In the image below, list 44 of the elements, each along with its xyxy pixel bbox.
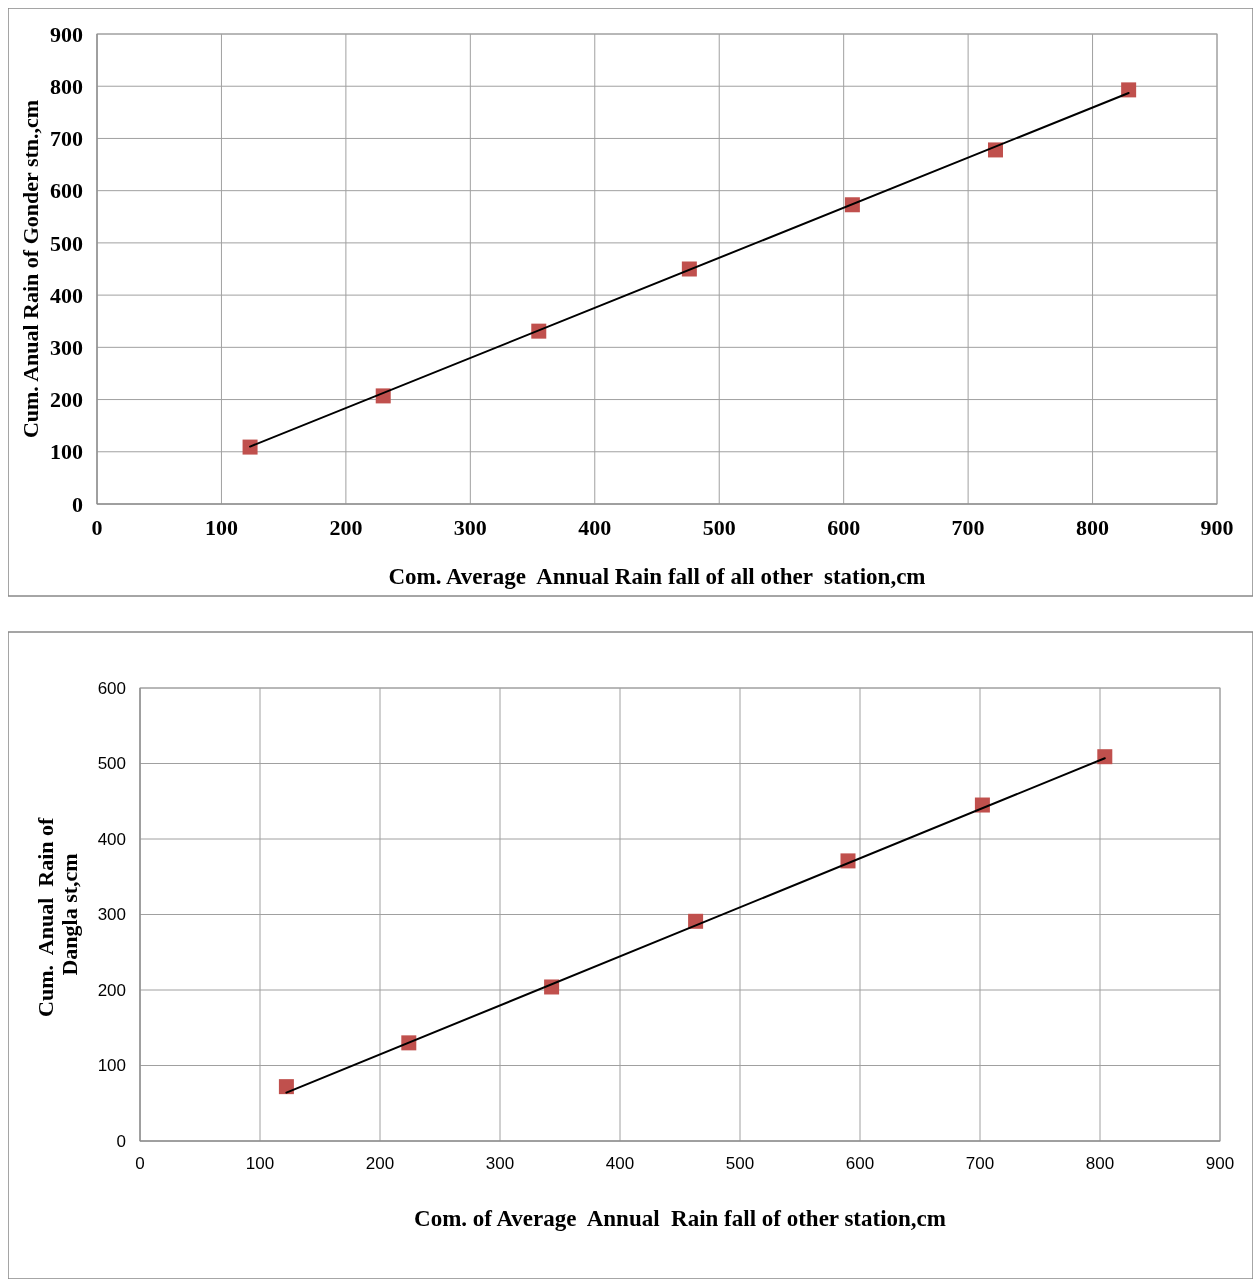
y-tick-label: 300 (50, 335, 83, 361)
y-axis-title: Cum. Anual Rain of Dangla st,cm (33, 812, 83, 1017)
x-tick-label: 100 (204, 515, 238, 541)
x-tick-label: 400 (578, 515, 612, 541)
y-tick-label: 0 (116, 1131, 126, 1151)
y-tick-label: 900 (50, 21, 83, 47)
y-tick-label: 400 (50, 282, 83, 308)
y-tick-label: 300 (97, 905, 126, 925)
y-tick-label: 200 (97, 980, 126, 1000)
y-tick-label: 200 (50, 387, 83, 413)
y-tick-label: 0 (72, 491, 83, 517)
x-tick-label: 800 (1076, 515, 1110, 541)
x-tick-label: 200 (365, 1153, 395, 1173)
y-tick-label: 700 (50, 126, 83, 152)
y-tick-label: 100 (50, 439, 83, 465)
x-tick-label: 700 (951, 515, 985, 541)
x-axis-title: Com. Average Annual Rain fall of all other station,cm (388, 564, 926, 589)
y-tick-label: 800 (50, 73, 83, 99)
x-tick-label: 500 (702, 515, 736, 541)
y-tick-label: 500 (50, 230, 83, 256)
x-tick-label: 300 (485, 1153, 515, 1173)
y-tick-label: 600 (50, 178, 83, 204)
x-tick-label: 600 (827, 515, 861, 541)
y-tick-label: 500 (97, 754, 126, 774)
x-tick-label: 600 (845, 1153, 875, 1173)
x-tick-label: 100 (245, 1153, 275, 1173)
point (278, 1079, 294, 1095)
x-tick-label: 500 (725, 1153, 755, 1173)
point (242, 439, 258, 455)
x-tick-label: 900 (1205, 1153, 1235, 1173)
x-tick-label: 700 (965, 1153, 995, 1173)
y-tick-label: 100 (97, 1056, 126, 1076)
x-tick-label: 0 (135, 1153, 145, 1173)
x-axis-title: Com. of Average Annual Rain fall of other station,cm (414, 1206, 946, 1231)
point (1121, 82, 1137, 98)
x-tick-label: 200 (329, 515, 363, 541)
x-tick-label: 300 (453, 515, 487, 541)
x-tick-label: 900 (1200, 515, 1234, 541)
y-axis-title: Cum. Anual Rain of Gonder stn.,cm (18, 99, 43, 439)
x-tick-label: 800 (1085, 1153, 1115, 1173)
y-tick-label: 600 (97, 678, 126, 698)
y-tick-label: 400 (97, 829, 126, 849)
point (1097, 749, 1113, 765)
x-tick-label: 400 (605, 1153, 635, 1173)
